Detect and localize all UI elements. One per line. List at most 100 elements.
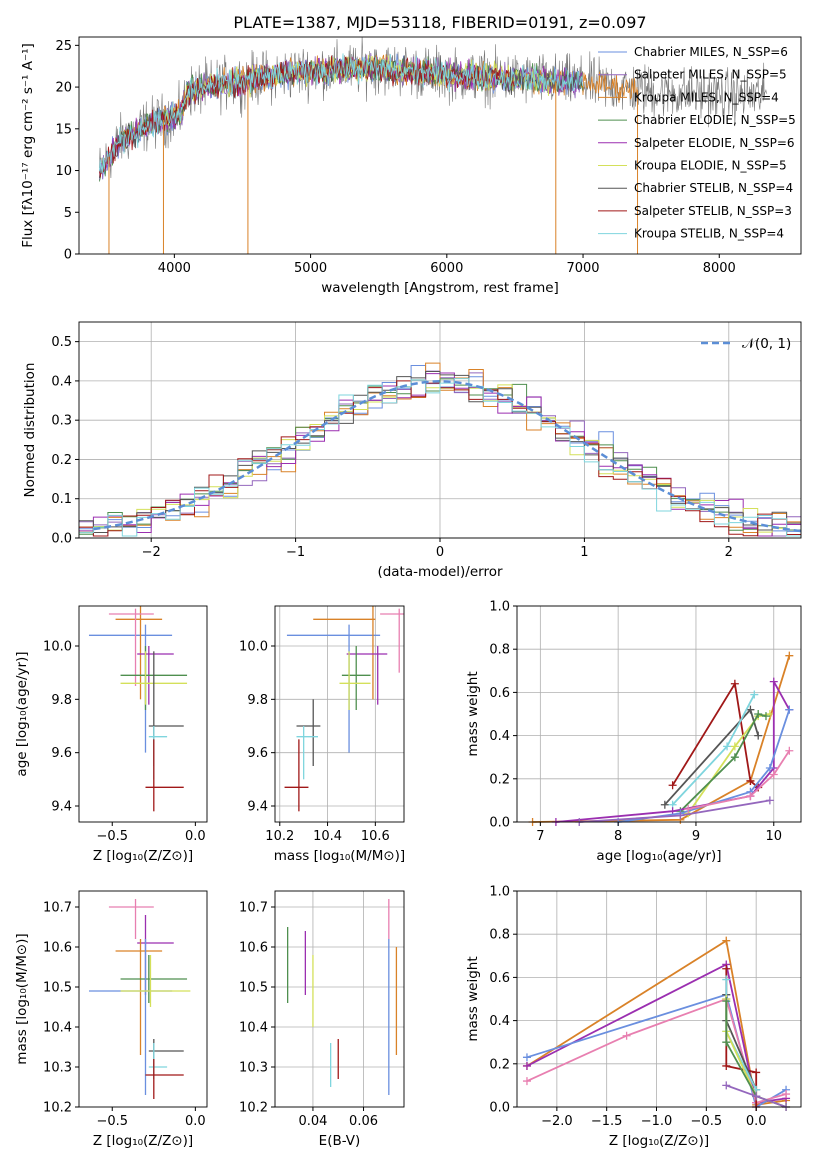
y-tick-label: 9.4 — [51, 800, 72, 815]
plot-area — [88, 606, 188, 812]
panel-4: 7 8 9 10 0.0 0.2 0.4 0.6 0.8 1.0 age [log₁₀(age/yr… — [465, 600, 802, 864]
series-marker — [754, 710, 763, 718]
series-marker — [722, 1061, 731, 1070]
y-tick-label: 5 — [64, 206, 72, 221]
legend-entry: Chabrier ELODIE, N_SSP=5 — [634, 113, 796, 127]
x-tick-label: 6000 — [430, 261, 463, 276]
series-marker — [722, 1038, 731, 1047]
x-tick-label: 0.0 — [746, 1114, 767, 1129]
y-tick-label: 10.0 — [239, 640, 268, 655]
data-point — [108, 608, 154, 686]
series-marker — [785, 705, 794, 714]
series — [668, 690, 759, 809]
y-tick-label: 0.3 — [51, 414, 72, 429]
series-marker — [746, 776, 755, 785]
series-marker — [684, 805, 693, 814]
y-tick-label: 0.8 — [489, 928, 510, 943]
series-marker — [730, 679, 739, 688]
panel-0: 4000 5000 6000 7000 8000 0 5 10 15 20 25 wavelength… — [20, 13, 802, 296]
data-point — [137, 915, 174, 995]
y-tick-label: 0.8 — [489, 643, 510, 658]
x-axis-label: (data-model)/error — [377, 564, 503, 580]
histogram-series — [79, 371, 801, 533]
chart-title: PLATE=1387, MJD=53118, FIBERID=0191, z=0… — [233, 13, 646, 32]
x-tick-label: −0.5 — [691, 1114, 723, 1129]
series-line — [526, 963, 787, 1104]
series-marker — [750, 690, 759, 699]
histogram-series — [79, 362, 801, 537]
series-marker — [522, 1061, 531, 1070]
series-marker — [730, 753, 739, 762]
x-tick-label: 8 — [614, 829, 622, 844]
series-marker — [785, 651, 794, 660]
data-point — [284, 739, 309, 812]
legend-entry: Salpeter ELODIE, N_SSP=6 — [634, 136, 795, 150]
legend-entry: Chabrier STELIB, N_SSP=4 — [634, 181, 793, 195]
series-marker — [730, 742, 739, 751]
plot-area — [88, 899, 191, 1099]
x-tick-label: −1 — [286, 545, 305, 560]
x-tick-label: 10.4 — [313, 829, 342, 844]
x-tick-label: 4000 — [158, 261, 191, 276]
series-marker — [752, 1068, 761, 1077]
x-tick-label: 0.04 — [298, 1114, 327, 1129]
axes-frame — [274, 605, 405, 823]
y-tick-label: 0.6 — [489, 686, 510, 701]
x-tick-label: 10.6 — [361, 829, 390, 844]
y-tick-label: 0.0 — [489, 1101, 510, 1116]
legend-entry: Salpeter MILES, N_SSP=5 — [634, 68, 787, 82]
y-tick-label: 10.2 — [239, 1101, 268, 1116]
series-marker — [722, 997, 731, 1006]
x-axis-label: E(B-V) — [319, 1133, 361, 1149]
plot-area — [286, 899, 398, 1095]
data-point — [341, 646, 371, 710]
x-tick-label: 2 — [725, 545, 733, 560]
y-tick-label: 0.4 — [489, 1014, 510, 1029]
series-marker — [660, 800, 669, 809]
y-axis-label: Flux [fλ10⁻¹⁷ erg cm⁻² s⁻¹ A⁻¹] — [20, 43, 36, 248]
axes-frame — [78, 36, 802, 255]
series-marker — [722, 975, 731, 984]
y-tick-label: 9.8 — [247, 693, 268, 708]
data-point — [88, 624, 173, 753]
y-tick-label: 0.0 — [51, 532, 72, 547]
x-tick-label: 1 — [580, 545, 588, 560]
y-tick-label: 0.6 — [489, 971, 510, 986]
model-spectrum — [99, 53, 583, 174]
x-tick-label: −0.5 — [96, 829, 128, 844]
x-tick-label: −0.5 — [96, 1114, 128, 1129]
series-marker — [754, 731, 763, 740]
y-tick-label: 10.6 — [43, 941, 72, 956]
x-tick-label: −1.5 — [591, 1114, 623, 1129]
y-tick-label: 0.2 — [489, 1057, 510, 1072]
series-marker — [782, 1090, 791, 1099]
x-tick-label: 0.0 — [185, 1114, 206, 1129]
y-tick-label: 20 — [55, 81, 72, 96]
y-tick-label: 10.6 — [239, 941, 268, 956]
data-point — [380, 608, 404, 673]
axes-frame — [78, 890, 208, 1108]
plot-area — [528, 651, 794, 826]
data-point — [148, 726, 168, 780]
series — [614, 705, 794, 826]
y-tick-label: 9.6 — [247, 746, 268, 761]
y-tick-label: 9.8 — [51, 693, 72, 708]
plot-area — [284, 606, 404, 812]
axes-frame — [516, 890, 802, 1108]
x-tick-label: −1.0 — [641, 1114, 673, 1129]
y-tick-label: 10 — [55, 164, 72, 179]
histogram-series — [79, 378, 801, 537]
legend-entry: Kroupa STELIB, N_SSP=4 — [634, 227, 784, 241]
y-tick-label: 0.0 — [489, 816, 510, 831]
y-axis-label: Normed distribution — [22, 363, 38, 498]
series-line — [679, 712, 767, 812]
series — [684, 746, 794, 814]
y-axis-label: mass weight — [465, 956, 481, 1041]
data-point — [120, 955, 188, 1003]
series-line — [664, 707, 760, 806]
legend-entry: 𝒩(0, 1) — [742, 336, 791, 352]
y-tick-label: 10.7 — [239, 901, 268, 916]
data-point — [286, 624, 381, 753]
data-point — [296, 699, 321, 766]
